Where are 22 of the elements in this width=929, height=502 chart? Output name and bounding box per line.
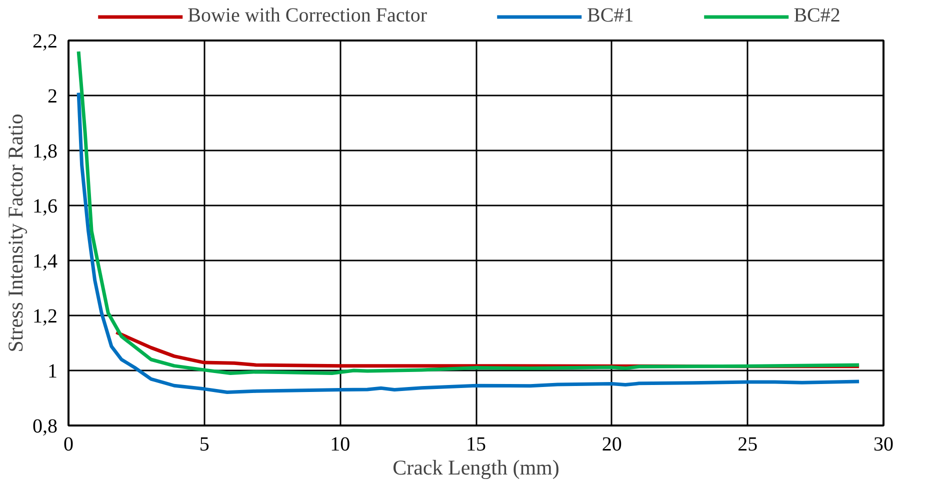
x-tick-label: 10 (330, 434, 350, 456)
y-tick-label: 1,4 (32, 250, 58, 272)
x-tick-label: 5 (199, 434, 210, 456)
y-axis-title: Stress Intensity Factor Ratio (4, 114, 28, 352)
legend-label: BC#2 (794, 4, 840, 28)
legend-label: Bowie with Correction Factor (188, 4, 428, 28)
y-tick-label: 1,6 (32, 196, 58, 218)
x-axis-title: Crack Length (mm) (392, 456, 560, 480)
x-tick-label: 0 (64, 434, 74, 456)
line-series (76, 91, 861, 394)
x-tick-label: 15 (466, 434, 486, 456)
y-tick-label: 0,8 (32, 416, 58, 438)
y-tick-label: 1,2 (32, 306, 58, 328)
y-tick-label: 1 (48, 360, 58, 382)
y-tick-label: 1,8 (32, 140, 58, 162)
line-series (76, 50, 861, 375)
x-tick-label: 25 (738, 434, 758, 456)
y-tick-label: 2,2 (32, 30, 58, 52)
x-tick-label: 30 (874, 434, 894, 456)
x-tick-label: 20 (602, 434, 622, 456)
y-tick-label: 2 (48, 86, 58, 108)
legend-label: BC#1 (587, 4, 634, 28)
